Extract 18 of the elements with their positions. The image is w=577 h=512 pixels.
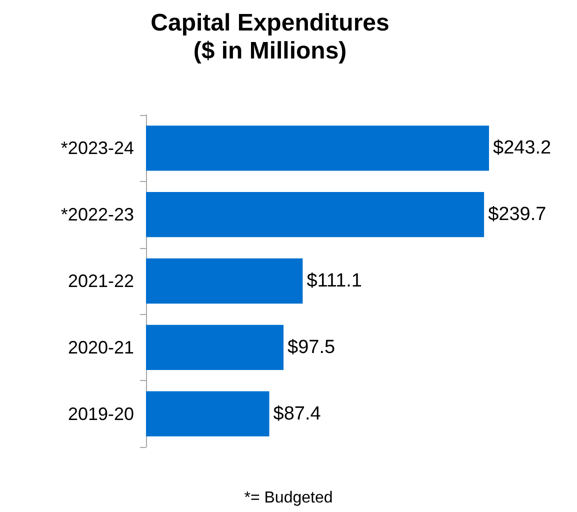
data-label: $87.4 [273, 403, 322, 424]
bar [146, 258, 303, 304]
y-tick-label: 2020-21 [68, 337, 134, 358]
bar [146, 126, 489, 171]
bar [146, 324, 284, 370]
data-label: $239.7 [488, 204, 546, 226]
chart-title: Capital Expenditures [150, 10, 390, 36]
data-label: $97.5 [288, 336, 336, 358]
chart-subtitle: ($ in Millions) [193, 38, 347, 64]
y-tick-label: 2019-20 [68, 404, 134, 424]
data-label: $111.1 [306, 270, 362, 292]
text: *= Budgeted [244, 490, 333, 506]
y-tick-label: *2023-24 [60, 138, 134, 158]
data-label: $243.2 [493, 138, 552, 159]
bar [146, 192, 484, 238]
y-tick-label: *2022-23 [60, 204, 134, 225]
bar [146, 391, 270, 436]
y-tick-label: 2021-22 [68, 271, 134, 291]
